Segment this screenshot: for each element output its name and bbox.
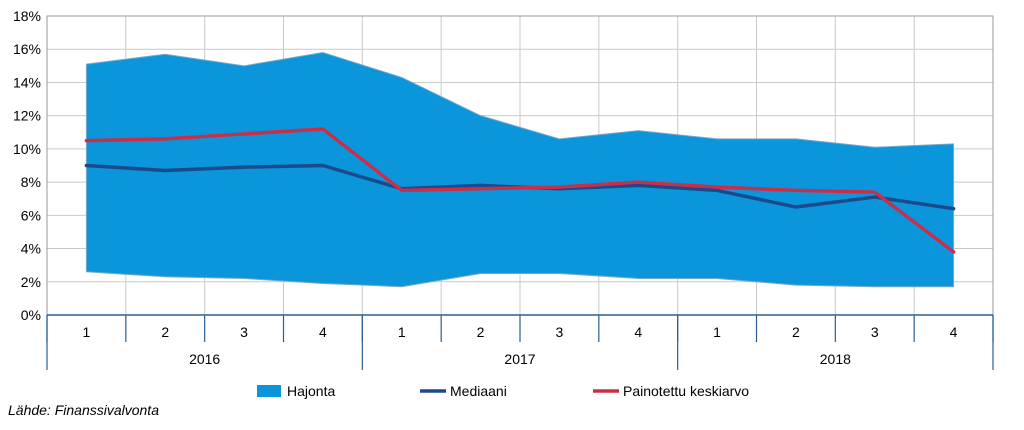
y-tick-label: 2% xyxy=(21,274,41,290)
x-tick-label: 2 xyxy=(161,324,169,340)
x-tick-label: 3 xyxy=(240,324,248,340)
x-tick-label: 2 xyxy=(477,324,485,340)
x-tick-label: 4 xyxy=(319,324,327,340)
x-group-label: 2016 xyxy=(189,351,220,367)
legend-label: Mediaani xyxy=(450,383,507,399)
source-note: Lähde: Finanssivalvonta xyxy=(8,402,159,418)
x-tick-label: 4 xyxy=(634,324,642,340)
y-tick-label: 4% xyxy=(21,241,41,257)
legend-label: Painotettu keskiarvo xyxy=(623,383,749,399)
x-tick-label: 1 xyxy=(713,324,721,340)
x-group-label: 2017 xyxy=(504,351,535,367)
legend: Hajonta Mediaani Painotettu keskiarvo xyxy=(257,383,749,399)
legend-label: Hajonta xyxy=(287,383,335,399)
x-tick-label: 1 xyxy=(83,324,91,340)
x-tick-label: 2 xyxy=(792,324,800,340)
x-tick-label: 3 xyxy=(556,324,564,340)
x-tick-label: 1 xyxy=(398,324,406,340)
y-tick-label: 16% xyxy=(13,41,41,57)
legend-swatch-hajonta xyxy=(257,385,281,397)
y-tick-label: 18% xyxy=(13,8,41,24)
y-tick-label: 8% xyxy=(21,174,41,190)
y-tick-label: 10% xyxy=(13,141,41,157)
y-tick-label: 0% xyxy=(21,307,41,323)
x-tick-label: 4 xyxy=(950,324,958,340)
x-tick-label: 3 xyxy=(871,324,879,340)
y-tick-label: 6% xyxy=(21,207,41,223)
x-group-label: 2018 xyxy=(820,351,851,367)
y-tick-label: 12% xyxy=(13,108,41,124)
y-tick-label: 14% xyxy=(13,74,41,90)
